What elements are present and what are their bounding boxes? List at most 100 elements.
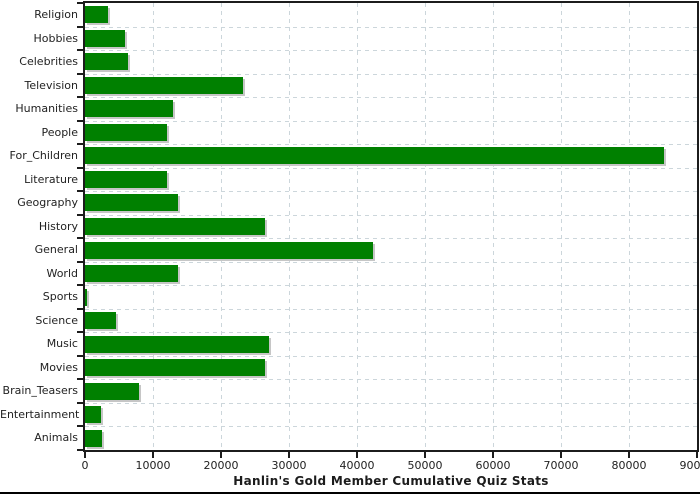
x-axis-tick-label: 20000 [203,459,239,472]
bar [85,430,102,447]
grid-line-horizontal [85,426,697,427]
x-axis-tick-label: 10000 [135,459,171,472]
y-axis-tick [77,2,85,4]
plot-area [83,1,699,452]
bar [85,100,173,117]
bar [85,171,167,188]
bar [85,77,243,94]
bar [85,359,265,376]
category-label: Television [24,79,79,92]
grid-line-horizontal [85,285,697,286]
x-axis-tick [560,452,562,458]
x-axis-tick [628,452,630,458]
category-label: Music [46,337,78,350]
bar [85,30,125,47]
bar [85,383,139,400]
x-axis-tick-label: 50000 [407,459,443,472]
y-axis-tick [77,237,85,239]
bar [85,218,265,235]
grid-line-vertical [561,3,562,450]
bar [85,124,167,141]
x-axis-tick [356,452,358,458]
grid-line-horizontal [85,215,697,216]
grid-line-vertical [629,3,630,450]
x-axis-tick-label: 70000 [543,459,579,472]
category-label: Celebrities [19,55,78,68]
grid-line-horizontal [85,74,697,75]
grid-line-horizontal [85,262,697,263]
y-axis-tick [77,402,85,404]
y-axis-tick [77,214,85,216]
x-axis-tick [492,452,494,458]
grid-line-horizontal [85,144,697,145]
category-label: Geography [17,196,78,209]
category-label: Literature [24,173,78,186]
x-axis-tick [152,452,154,458]
category-label: World [46,267,78,280]
bar [85,53,128,70]
grid-line-horizontal [85,332,697,333]
y-axis-tick [77,167,85,169]
grid-line-horizontal [85,191,697,192]
x-axis-tick-label: 30000 [271,459,307,472]
bar [85,406,101,423]
category-label: Humanities [15,102,78,115]
y-axis-tick [77,26,85,28]
x-axis-tick-label: 0 [81,459,89,472]
grid-line-horizontal [85,379,697,380]
bar [85,6,108,23]
y-axis-tick [77,355,85,357]
category-label: Science [35,314,78,327]
y-axis-tick [77,331,85,333]
x-axis-tick [84,452,86,458]
category-label: People [41,126,78,139]
y-axis-tick [77,378,85,380]
category-label: Hobbies [33,32,78,45]
x-axis-tick [424,452,426,458]
category-label: Sports [42,290,78,303]
bar [85,194,178,211]
grid-line-horizontal [85,309,697,310]
grid-line-horizontal [85,168,697,169]
category-label: Movies [39,361,78,374]
x-axis-tick [220,452,222,458]
grid-line-horizontal [85,356,697,357]
x-axis-tick [696,452,698,458]
category-label: Religion [34,8,78,21]
category-label: Entertainment [0,408,80,421]
category-label: For_Children [9,149,78,162]
bar [85,336,269,353]
y-axis-tick [77,96,85,98]
y-axis-tick [77,49,85,51]
bar [85,242,373,259]
window-bottom-border [0,492,700,494]
x-axis-tick-label: 80000 [611,459,647,472]
grid-line-horizontal [85,50,697,51]
grid-line-vertical [357,3,358,450]
category-label: Animals [34,431,78,444]
y-axis-tick [77,190,85,192]
y-axis-tick [77,308,85,310]
grid-line-vertical [425,3,426,450]
y-axis-tick [77,261,85,263]
bar [85,289,87,306]
y-axis-tick [77,449,85,451]
x-axis-tick [288,452,290,458]
y-axis-tick [77,425,85,427]
bar [85,312,116,329]
x-axis-tick-label: 40000 [339,459,375,472]
category-label: Brain_Teasers [2,384,78,397]
grid-line-horizontal [85,27,697,28]
y-axis-tick [77,284,85,286]
category-label: General [34,243,78,256]
grid-line-vertical [289,3,290,450]
grid-line-horizontal [85,97,697,98]
chart-title: Hanlin's Gold Member Cumulative Quiz Sta… [233,474,549,488]
grid-line-horizontal [85,403,697,404]
grid-line-horizontal [85,238,697,239]
grid-line-horizontal [85,121,697,122]
x-axis-tick-label: 60000 [475,459,511,472]
y-axis-tick [77,120,85,122]
grid-line-vertical [493,3,494,450]
